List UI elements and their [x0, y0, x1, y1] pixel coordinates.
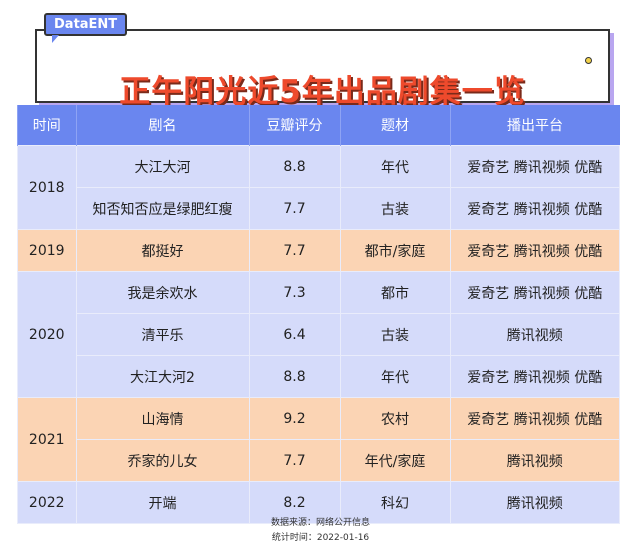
year-cell: 2018: [17, 145, 77, 230]
genre-cell: 年代: [339, 145, 451, 188]
year-cell: 2022: [17, 481, 77, 524]
score-cell: 9.2: [248, 397, 341, 440]
genre-cell: 都市/家庭: [339, 229, 451, 272]
genre-cell: 古装: [339, 313, 451, 356]
score-cell: 7.7: [248, 439, 341, 482]
table-row: 2020 我是余欢水 7.3 都市 爱奇艺 腾讯视频 优酷: [17, 271, 620, 398]
platform-cell: 爱奇艺 腾讯视频 优酷: [449, 355, 620, 398]
score-cell: 8.8: [248, 355, 341, 398]
platform-cell: 腾讯视频: [449, 439, 620, 482]
platform-cell: 爱奇艺 腾讯视频 优酷: [449, 145, 620, 188]
data-source: 数据来源：网络公开信息: [270, 518, 370, 528]
col-platform: 播出平台: [449, 105, 620, 146]
genre-cell: 科幻: [339, 481, 451, 524]
table-row: 大江大河2 8.8 年代 爱奇艺 腾讯视频 优酷: [18, 355, 620, 398]
score-cell: 7.7: [248, 187, 341, 230]
name-cell: 清平乐: [75, 313, 250, 356]
score-cell: 7.3: [248, 271, 341, 314]
platform-cell: 爱奇艺 腾讯视频 优酷: [449, 271, 620, 314]
stat-date: 统计时间：2022-01-16: [271, 533, 370, 543]
genre-cell: 古装: [339, 187, 451, 230]
platform-cell: 腾讯视频: [449, 481, 620, 524]
platform-cell: 爱奇艺 腾讯视频 优酷: [449, 187, 620, 230]
year-cell: 2020: [17, 271, 77, 398]
col-year: 时间: [17, 105, 76, 146]
table-row: 2019 都挺好 7.7 都市/家庭 爱奇艺 腾讯视频 优酷: [17, 229, 620, 272]
table-row: 2021 山海情 9.2 农村 爱奇艺 腾讯视频 优酷: [17, 397, 620, 482]
name-cell: 大江大河: [75, 145, 250, 188]
col-name: 剧名: [75, 105, 249, 146]
score-cell: 8.8: [248, 145, 341, 188]
name-cell: 山海情: [75, 397, 250, 440]
table-header: 时间 剧名 豆瓣评分 题材 播出平台: [17, 105, 620, 146]
genre-cell: 年代/家庭: [339, 439, 451, 482]
name-cell: 开端: [75, 481, 250, 524]
col-score: 豆瓣评分: [248, 105, 340, 146]
name-cell: 乔家的儿女: [75, 439, 250, 482]
page-title: 正午阳光近5年出品剧集一览: [119, 74, 526, 110]
name-cell: 大江大河2: [75, 355, 250, 398]
name-cell: 我是余欢水: [75, 271, 250, 314]
score-cell: 6.4: [248, 313, 341, 356]
drama-table: 时间 剧名 豆瓣评分 题材 播出平台 2018 大江大河 8.8 年代 爱奇艺 腾讯视频…: [17, 105, 620, 524]
platform-cell: 腾讯视频: [449, 313, 620, 356]
dot-decoration: [585, 57, 592, 64]
table-row: 2018 大江大河 8.8 年代 爱奇艺 腾讯视频 优酷: [17, 145, 620, 230]
platform-cell: 爱奇艺 腾讯视频 优酷: [449, 397, 620, 440]
title-banner: 正午阳光近5年出品剧集一览: [35, 29, 610, 110]
year-cell: 2021: [17, 397, 77, 482]
name-cell: 知否知否应是绿肥红瘦: [75, 187, 250, 230]
genre-cell: 都市: [339, 271, 451, 314]
score-cell: 7.7: [248, 229, 341, 272]
table-row: 清平乐 6.4 古装 腾讯视频: [18, 313, 620, 356]
col-genre: 题材: [339, 105, 450, 146]
table-row: 2022 开端 8.2 科幻 腾讯视频: [17, 481, 620, 524]
footer: 数据来源：网络公开信息 统计时间：2022-01-16: [0, 516, 641, 546]
year-cell: 2019: [17, 229, 77, 272]
genre-cell: 年代: [339, 355, 451, 398]
platform-cell: 爱奇艺 腾讯视频 优酷: [449, 229, 620, 272]
genre-cell: 农村: [339, 397, 451, 440]
table-row: 知否知否应是绿肥红瘦 7.7 古装 爱奇艺 腾讯视频 优酷: [18, 187, 620, 230]
brand-tag: DataENT: [44, 13, 128, 43]
table-row: 乔家的儿女 7.7 年代/家庭 腾讯视频: [18, 439, 620, 482]
name-cell: 都挺好: [75, 229, 250, 272]
